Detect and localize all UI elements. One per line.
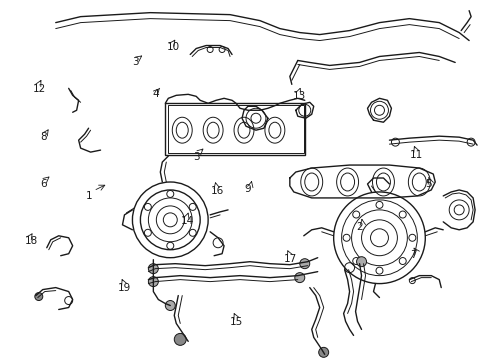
- Circle shape: [148, 276, 158, 287]
- Text: 12: 12: [33, 84, 46, 94]
- Text: 18: 18: [24, 236, 38, 246]
- Text: 11: 11: [409, 150, 423, 160]
- Text: 15: 15: [229, 317, 243, 327]
- Bar: [168, 105, 303, 153]
- Text: 13: 13: [293, 91, 306, 101]
- Text: 3: 3: [132, 57, 139, 67]
- Text: 16: 16: [210, 186, 223, 196]
- Bar: [165, 103, 304, 155]
- Text: 8: 8: [40, 132, 46, 142]
- Circle shape: [356, 257, 366, 267]
- Circle shape: [294, 273, 304, 283]
- Text: 3: 3: [193, 152, 200, 162]
- Text: 5: 5: [424, 179, 430, 189]
- Text: 9: 9: [244, 184, 251, 194]
- Text: 19: 19: [118, 283, 131, 293]
- Text: 1: 1: [86, 191, 93, 201]
- Text: 4: 4: [152, 89, 158, 99]
- Circle shape: [318, 347, 328, 357]
- Circle shape: [165, 301, 175, 310]
- Circle shape: [174, 333, 186, 345]
- Text: 10: 10: [166, 42, 179, 52]
- Text: 6: 6: [40, 179, 46, 189]
- Circle shape: [299, 259, 309, 269]
- Text: 14: 14: [181, 216, 194, 226]
- Text: 2: 2: [356, 222, 363, 231]
- Text: 7: 7: [409, 250, 416, 260]
- Circle shape: [35, 293, 42, 301]
- Circle shape: [148, 264, 158, 274]
- Text: 17: 17: [283, 254, 296, 264]
